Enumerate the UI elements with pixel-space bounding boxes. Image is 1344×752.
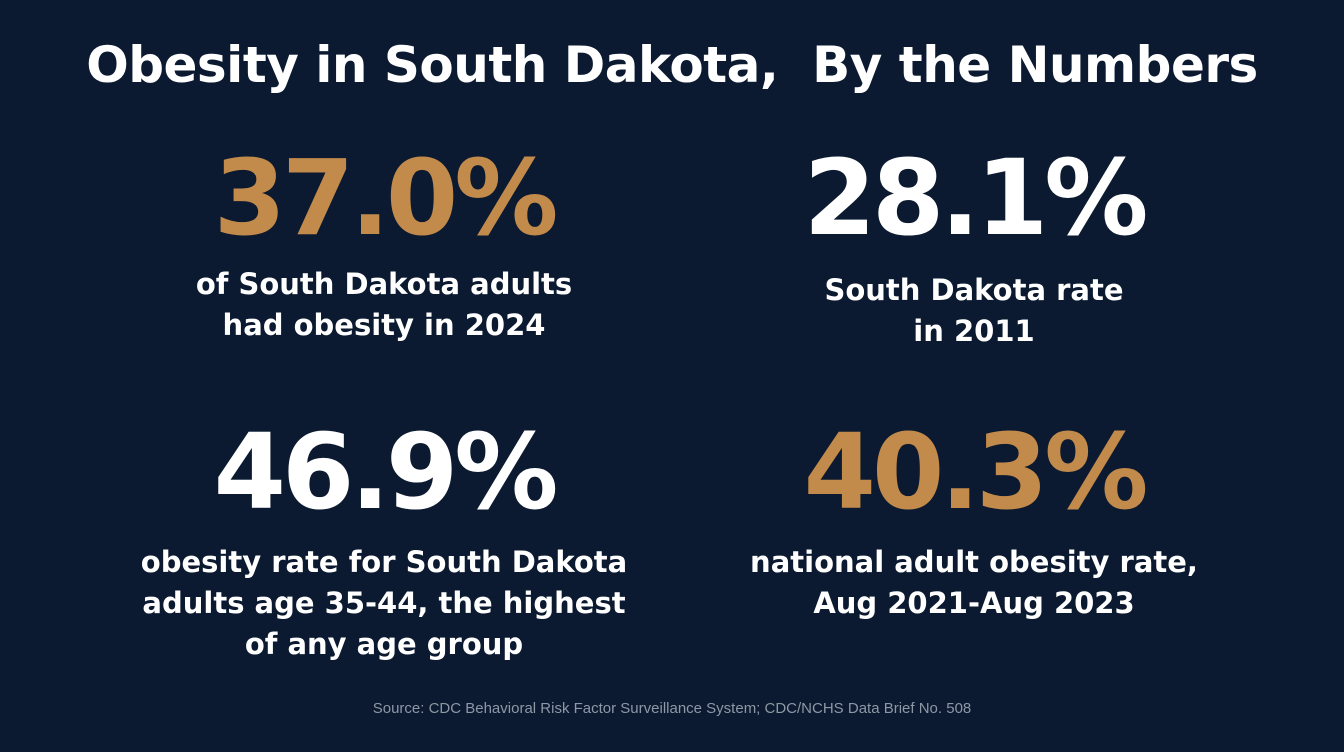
caption-line: Aug 2021-Aug 2023 (813, 586, 1135, 620)
stat-2011-sd-rate: 28.1% South Dakota rate in 2011 (694, 146, 1254, 352)
caption-line: of South Dakota adults (195, 267, 573, 301)
stat-caption: obesity rate for South Dakota adults age… (104, 542, 664, 665)
stat-value: 40.3% (803, 411, 1149, 533)
stat-caption: South Dakota rate in 2011 (694, 270, 1254, 352)
stat-2024-sd-rate: 37.0% of South Dakota adults had obesity… (104, 146, 664, 346)
stat-value: 37.0% (213, 137, 559, 259)
stat-age-35-44-rate: 46.9% obesity rate for South Dakota adul… (104, 420, 664, 665)
source-note: Source: CDC Behavioral Risk Factor Surve… (372, 700, 972, 717)
stat-value: 28.1% (803, 137, 1149, 259)
caption-line: obesity rate for South Dakota (140, 545, 628, 579)
caption-line: in 2011 (913, 314, 1035, 348)
stat-national-rate: 40.3% national adult obesity rate, Aug 2… (694, 420, 1254, 624)
stat-value: 46.9% (213, 411, 559, 533)
caption-line: had obesity in 2024 (222, 308, 546, 342)
stat-caption: national adult obesity rate, Aug 2021-Au… (694, 542, 1254, 624)
page-title: Obesity in South Dakota, By the Numbers (86, 36, 1258, 94)
caption-line: of any age group (244, 627, 524, 661)
caption-line: national adult obesity rate, (750, 545, 1198, 579)
stat-caption: of South Dakota adults had obesity in 20… (104, 264, 664, 346)
caption-line: South Dakota rate (824, 273, 1124, 307)
caption-line: adults age 35-44, the highest (142, 586, 626, 620)
